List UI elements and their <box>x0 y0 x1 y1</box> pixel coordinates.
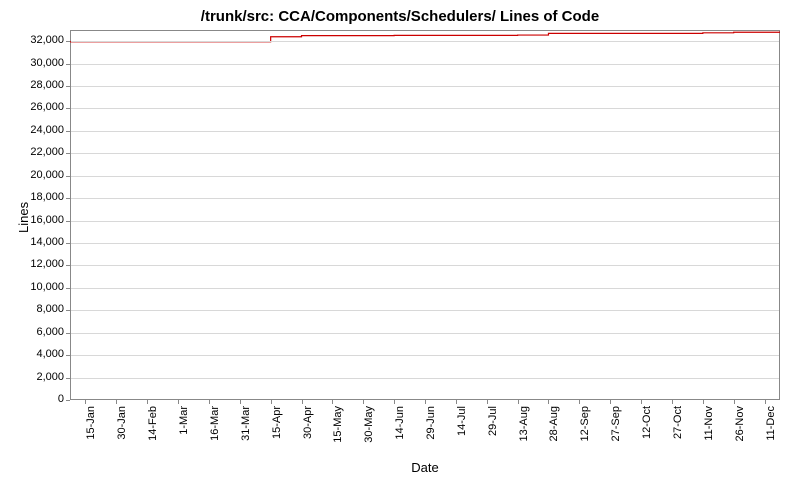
x-tick <box>394 400 395 404</box>
grid-line <box>71 64 779 65</box>
x-tick <box>487 400 488 404</box>
y-tick-label: 24,000 <box>20 124 64 136</box>
y-tick <box>66 86 70 87</box>
y-tick <box>66 288 70 289</box>
x-tick-label: 12-Oct <box>641 406 653 456</box>
y-tick <box>66 221 70 222</box>
grid-line <box>71 41 779 42</box>
x-tick-label: 15-Jan <box>85 406 97 456</box>
x-tick-label: 14-Feb <box>147 406 159 456</box>
x-tick <box>271 400 272 404</box>
x-tick-label: 26-Nov <box>734 406 746 456</box>
x-tick <box>178 400 179 404</box>
x-tick <box>456 400 457 404</box>
y-tick-label: 6,000 <box>20 326 64 338</box>
y-tick-label: 26,000 <box>20 101 64 113</box>
x-tick-label: 14-Jun <box>394 406 406 456</box>
x-tick <box>672 400 673 404</box>
y-tick <box>66 355 70 356</box>
y-tick-label: 28,000 <box>20 79 64 91</box>
x-axis-label: Date <box>70 460 780 475</box>
x-tick-label: 11-Dec <box>765 406 777 456</box>
grid-line <box>71 355 779 356</box>
y-tick <box>66 265 70 266</box>
y-tick <box>66 378 70 379</box>
y-tick-label: 20,000 <box>20 169 64 181</box>
x-tick-label: 15-Apr <box>271 406 283 456</box>
y-tick <box>66 333 70 334</box>
x-tick-label: 12-Sep <box>579 406 591 456</box>
y-tick-label: 16,000 <box>20 214 64 226</box>
y-tick <box>66 131 70 132</box>
x-tick <box>579 400 580 404</box>
x-tick <box>147 400 148 404</box>
x-tick <box>548 400 549 404</box>
y-tick-label: 4,000 <box>20 348 64 360</box>
x-tick-label: 1-Mar <box>178 406 190 456</box>
x-tick-label: 13-Aug <box>518 406 530 456</box>
x-tick-label: 16-Mar <box>209 406 221 456</box>
y-tick-label: 32,000 <box>20 34 64 46</box>
y-tick-label: 14,000 <box>20 236 64 248</box>
grid-line <box>71 265 779 266</box>
x-tick <box>302 400 303 404</box>
grid-line <box>71 333 779 334</box>
x-tick <box>363 400 364 404</box>
x-tick <box>425 400 426 404</box>
grid-line <box>71 378 779 379</box>
x-tick-label: 27-Oct <box>672 406 684 456</box>
grid-line <box>71 198 779 199</box>
x-tick <box>703 400 704 404</box>
y-tick <box>66 41 70 42</box>
x-tick <box>332 400 333 404</box>
y-tick-label: 8,000 <box>20 303 64 315</box>
y-tick <box>66 310 70 311</box>
y-tick <box>66 243 70 244</box>
grid-line <box>71 108 779 109</box>
x-tick <box>240 400 241 404</box>
x-tick-label: 27-Sep <box>610 406 622 456</box>
y-tick <box>66 108 70 109</box>
x-tick <box>518 400 519 404</box>
x-tick <box>734 400 735 404</box>
grid-line <box>71 310 779 311</box>
y-tick-label: 22,000 <box>20 146 64 158</box>
y-tick-label: 2,000 <box>20 371 64 383</box>
x-tick <box>209 400 210 404</box>
y-tick-label: 10,000 <box>20 281 64 293</box>
x-tick-label: 30-Jan <box>116 406 128 456</box>
y-tick <box>66 153 70 154</box>
y-tick-label: 12,000 <box>20 258 64 270</box>
x-tick-label: 31-Mar <box>240 406 252 456</box>
x-tick-label: 28-Aug <box>548 406 560 456</box>
chart-title: /trunk/src: CCA/Components/Schedulers/ L… <box>0 8 800 25</box>
y-tick <box>66 176 70 177</box>
grid-line <box>71 131 779 132</box>
x-tick <box>641 400 642 404</box>
grid-line <box>71 153 779 154</box>
x-tick-label: 29-Jul <box>487 406 499 456</box>
grid-line <box>71 288 779 289</box>
x-tick <box>116 400 117 404</box>
grid-line <box>71 176 779 177</box>
grid-line <box>71 86 779 87</box>
y-tick-label: 18,000 <box>20 191 64 203</box>
x-tick <box>610 400 611 404</box>
x-tick-label: 15-May <box>332 406 344 456</box>
y-tick <box>66 400 70 401</box>
y-tick-label: 30,000 <box>20 57 64 69</box>
y-tick <box>66 64 70 65</box>
x-tick-label: 30-Apr <box>302 406 314 456</box>
x-tick-label: 11-Nov <box>703 406 715 456</box>
grid-line <box>71 221 779 222</box>
y-tick <box>66 198 70 199</box>
x-tick <box>765 400 766 404</box>
x-tick-label: 14-Jul <box>456 406 468 456</box>
y-tick-label: 0 <box>20 393 64 405</box>
grid-line <box>71 243 779 244</box>
x-tick <box>85 400 86 404</box>
x-tick-label: 29-Jun <box>425 406 437 456</box>
x-tick-label: 30-May <box>363 406 375 456</box>
loc-chart: /trunk/src: CCA/Components/Schedulers/ L… <box>0 0 800 500</box>
